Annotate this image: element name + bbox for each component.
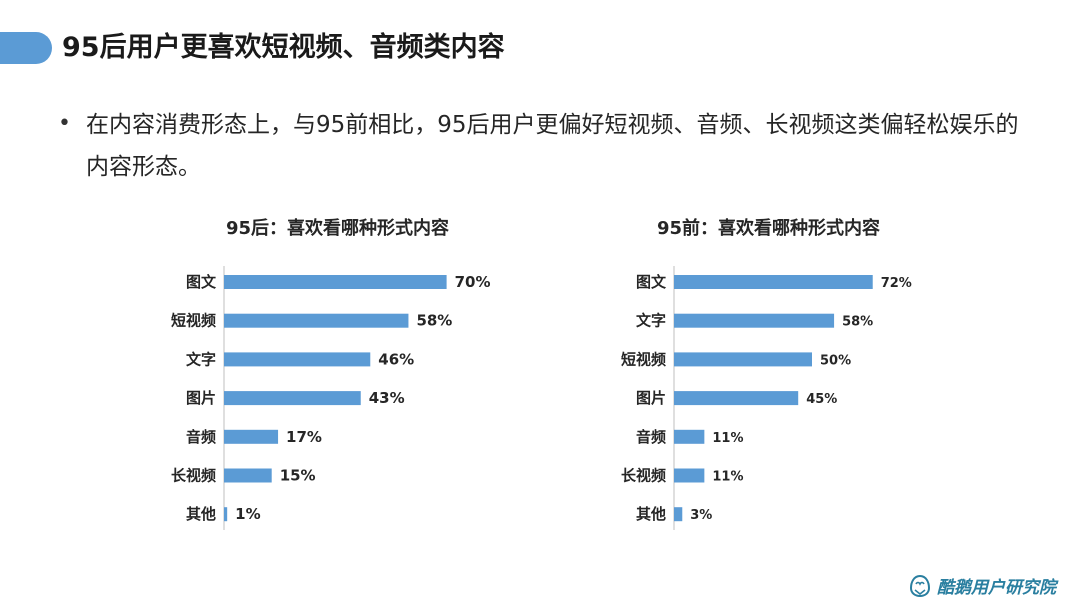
bar-before-1 [674,313,835,328]
category-label: 音频 [636,428,666,446]
category-label: 其他 [636,505,666,523]
title-accent-bar [0,32,52,64]
bullet-text: 在内容消费形态上，与95前相比，95后用户更偏好短视频、音频、长视频这类偏轻松娱… [86,112,1019,180]
value-label: 72% [881,276,912,291]
bar-before-2 [674,352,812,367]
bar-after-0 [224,275,447,289]
category-label: 图文 [636,273,667,291]
value-label: 45% [806,392,837,407]
chart-title-95-after: 95后：喜欢看哪种形式内容 [226,218,450,239]
bar-before-4 [674,429,705,444]
value-label: 46% [378,350,414,368]
category-label: 短视频 [621,350,666,368]
category-label: 图片 [636,389,666,407]
category-label: 短视频 [171,312,216,330]
bar-after-3 [224,391,361,406]
bullet-marker: • [58,111,71,136]
penguin-logo-icon [909,574,931,597]
value-label: 11% [712,470,743,485]
value-label: 3% [690,508,712,523]
bar-before-0 [674,275,873,289]
chart-title-95-before: 95前：喜欢看哪种形式内容 [657,218,881,239]
bar-after-6 [224,507,228,522]
value-label: 11% [712,431,743,446]
value-label: 58% [416,312,452,330]
value-label: 58% [842,315,873,330]
category-label: 图文 [186,273,217,291]
category-label: 长视频 [171,467,216,485]
bar-before-3 [674,391,799,406]
brand-logo: 酷鹅用户研究院 [907,573,1056,598]
bar-after-4 [224,429,279,444]
category-label: 文字 [636,312,666,330]
value-label: 43% [369,389,405,407]
value-label: 17% [286,428,322,446]
category-label: 文字 [186,350,216,368]
category-label: 长视频 [621,467,666,485]
category-label: 音频 [186,428,216,446]
bar-after-2 [224,352,371,367]
brand-logo-text: 酷鹅用户研究院 [937,578,1056,598]
bar-chart-95-before: 图文 72% 文字 58% 短视频 50% 图片 45% 音频 11% 长视频 11% 其他 3% [621,266,912,530]
value-label: 1% [235,505,260,523]
bar-chart-95-after: 图文 70% 短视频 58% 文字 46% 图片 43% 音频 17% 长视频 15% 其他 1% [171,266,491,530]
value-label: 15% [280,467,316,485]
bar-before-6 [674,507,683,522]
page-title: 95后用户更喜欢短视频、音频类内容 [62,32,505,63]
value-label: 50% [820,353,851,368]
bar-after-1 [224,313,409,328]
category-label: 图片 [186,389,216,407]
bar-before-5 [674,468,705,483]
category-label: 其他 [186,505,216,523]
bar-after-5 [224,468,272,483]
value-label: 70% [455,273,491,291]
